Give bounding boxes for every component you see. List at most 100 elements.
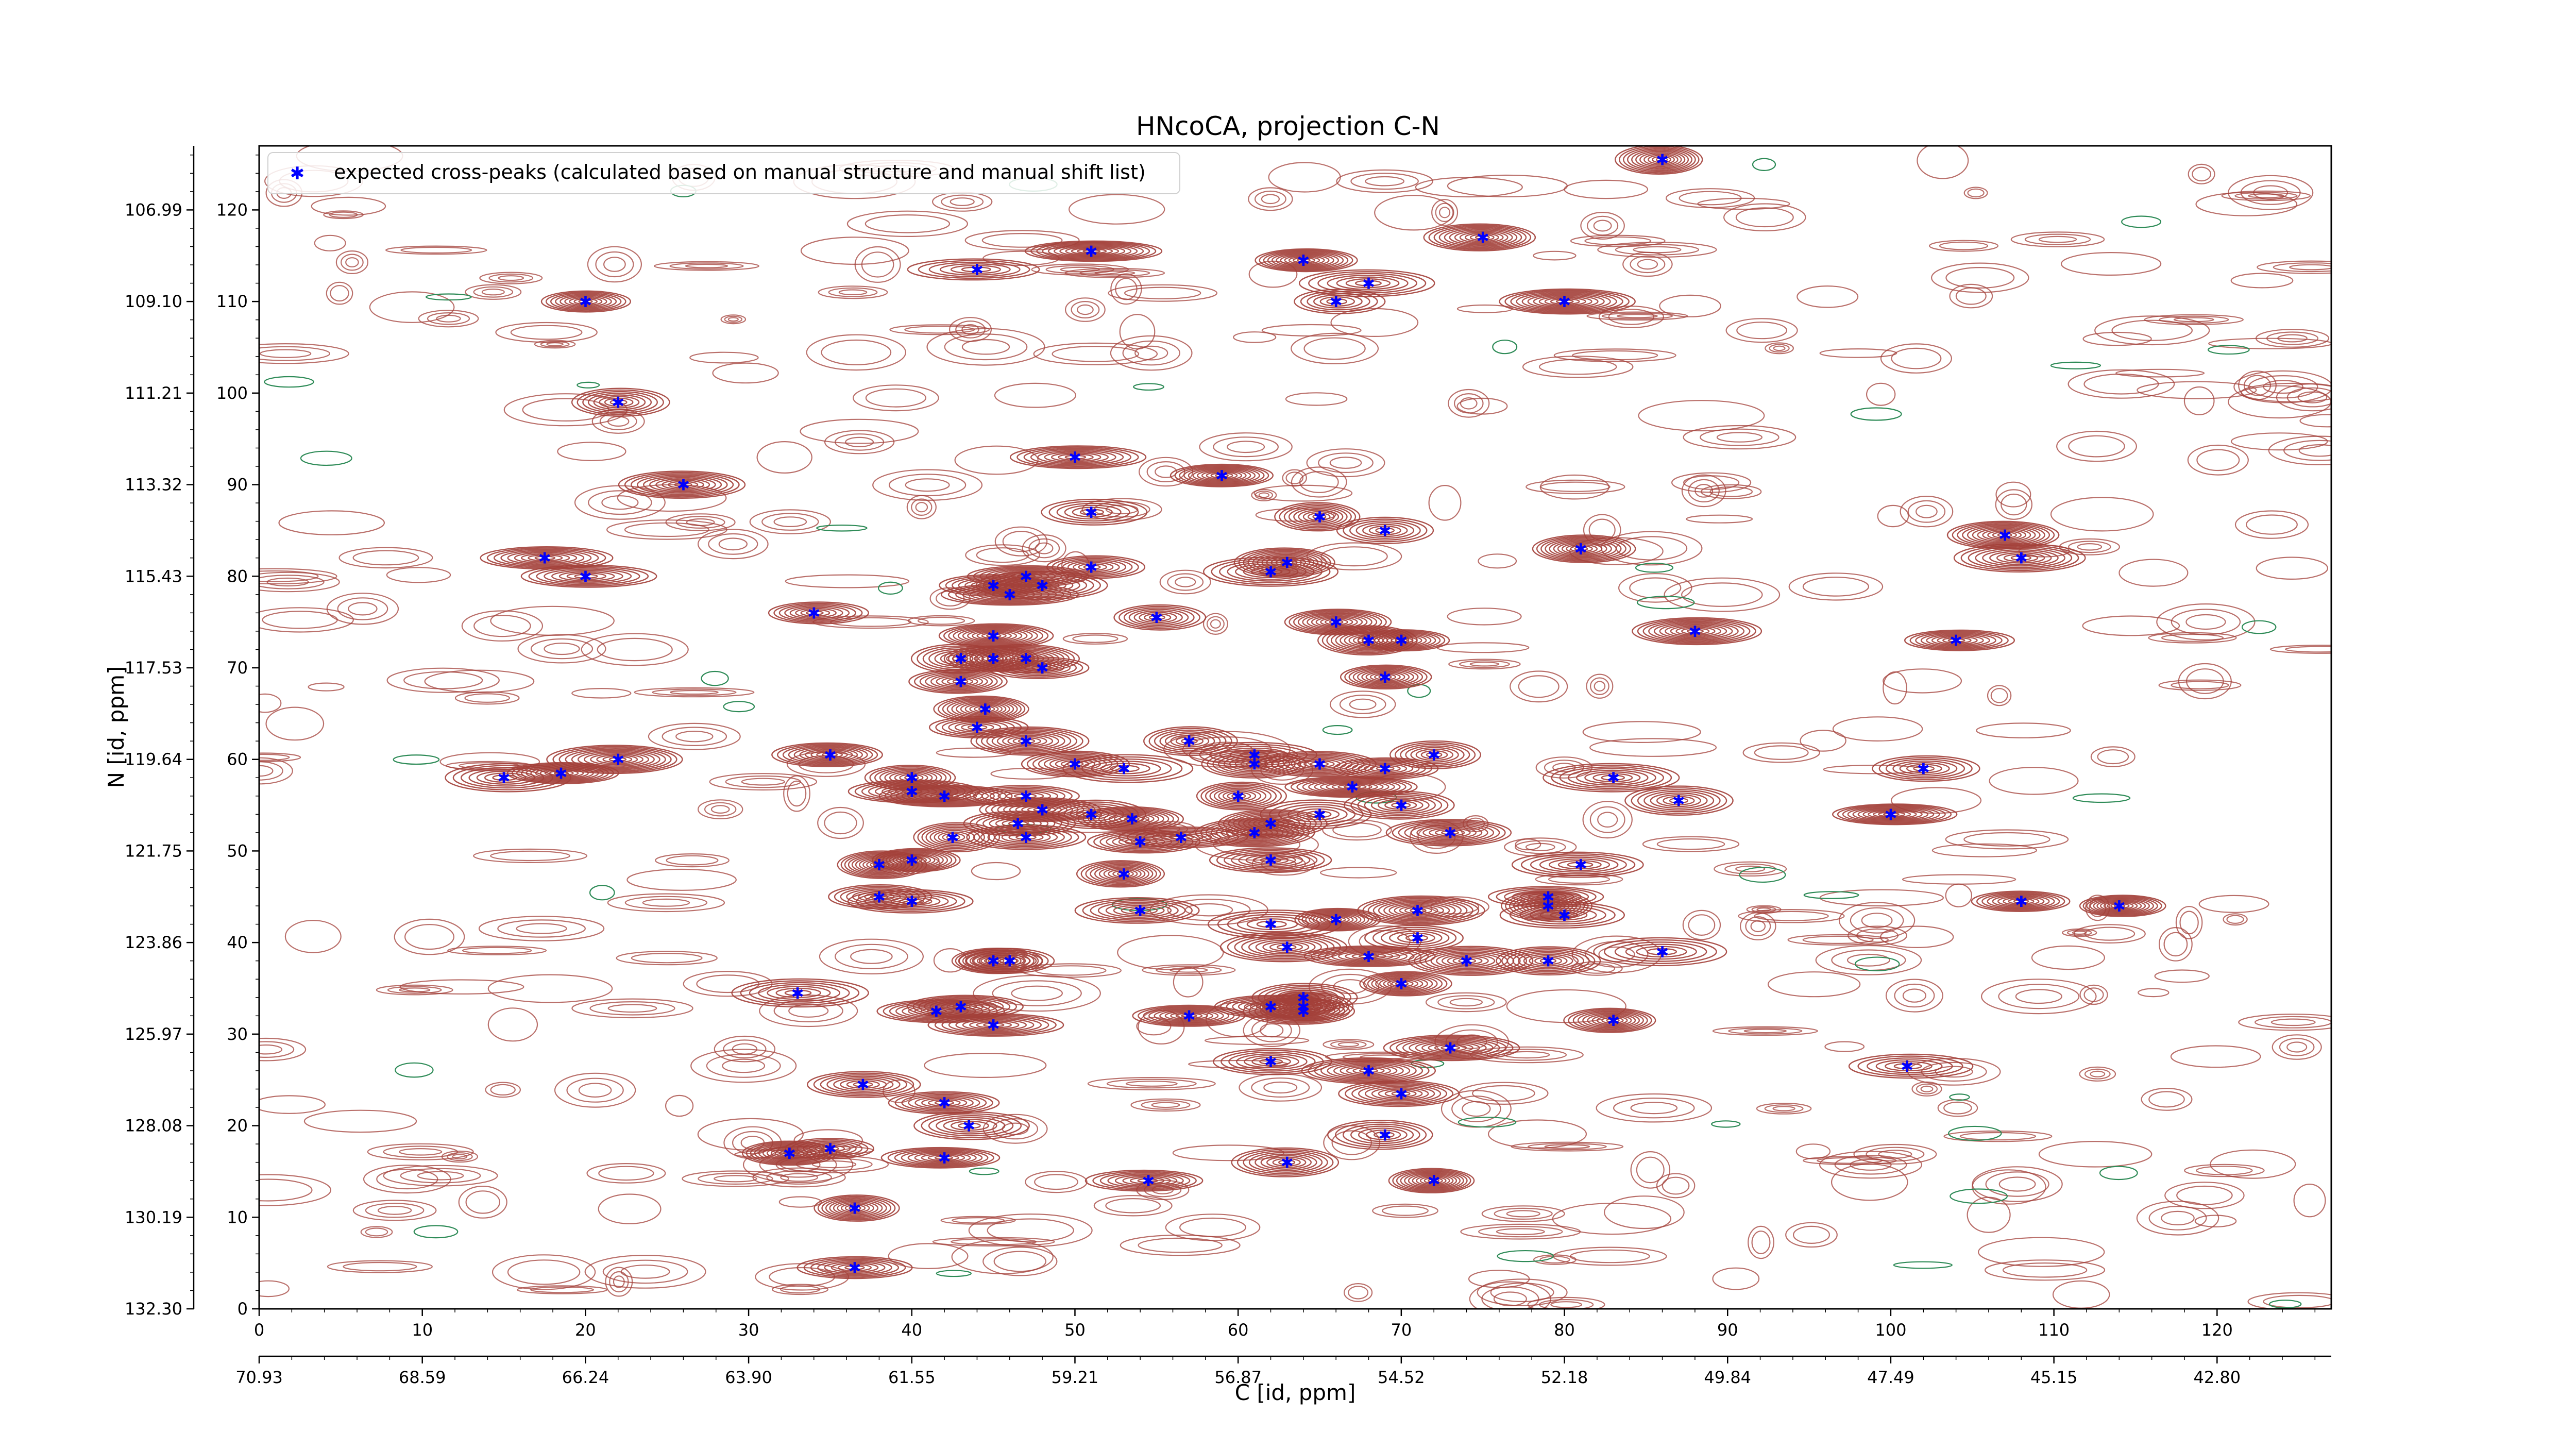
peak-contour — [2003, 897, 2040, 906]
peak-contour — [1117, 871, 1130, 877]
peak-marker: ✱ — [987, 628, 1000, 646]
noise-contour — [1671, 472, 1752, 493]
peak-contour — [1371, 974, 1438, 993]
peak-contour — [1370, 797, 1430, 813]
noise-contour — [571, 998, 693, 1019]
peak-contour — [1154, 729, 1227, 753]
noise-contour — [819, 938, 924, 975]
peak-marker: ✱ — [873, 888, 886, 906]
noise-contour — [1494, 1207, 1553, 1220]
negative-contour — [2099, 1166, 2138, 1181]
noise-contour — [595, 251, 634, 278]
peak-contour — [1529, 955, 1568, 967]
peak-contour — [889, 853, 940, 867]
peak-contour — [1626, 148, 1692, 171]
noise-contour — [385, 245, 487, 255]
x-ppm-tick-label: 49.84 — [1704, 1368, 1751, 1387]
noise-contour — [1087, 1077, 1216, 1091]
peak-contour — [1852, 807, 1935, 822]
noise-contour — [1797, 285, 1859, 308]
peak-contour — [986, 633, 1002, 638]
peak-contour — [1272, 1158, 1301, 1167]
noise-contour — [1372, 1203, 1438, 1218]
peak-contour — [1631, 149, 1689, 170]
peak-contour — [929, 828, 980, 847]
peak-contour — [872, 848, 961, 872]
legend: ✱ expected cross-peaks (calculated based… — [267, 152, 1180, 194]
noise-contour — [586, 1162, 666, 1184]
peak-contour — [1170, 463, 1274, 487]
noise-contour — [1539, 474, 1609, 500]
peak-contour — [1048, 500, 1139, 524]
peak-marker: ✱ — [1134, 902, 1147, 920]
x-ppm-tick-label: 52.18 — [1541, 1368, 1588, 1387]
peak-contour — [1126, 828, 1239, 847]
noise-contour — [2079, 1066, 2116, 1082]
peak-contour — [1123, 607, 1195, 628]
noise-contour — [605, 1267, 633, 1297]
peak-contour — [1391, 980, 1414, 987]
peak-contour — [2086, 896, 2158, 916]
noise-contour — [1907, 500, 1946, 523]
noise-contour — [1064, 297, 1106, 322]
noise-contour — [447, 946, 547, 955]
peak-contour — [1632, 617, 1762, 646]
noise-contour — [1945, 829, 2069, 850]
peak-marker: ✱ — [930, 1003, 943, 1021]
noise-contour — [780, 1173, 818, 1182]
noise-contour — [360, 1226, 393, 1238]
peak-contour — [825, 1198, 887, 1218]
peak-contour — [604, 397, 634, 407]
peak-contour — [1308, 779, 1395, 795]
peak-contour — [1026, 752, 1124, 776]
noise-contour — [1819, 1151, 1923, 1179]
peak-contour — [1378, 634, 1427, 647]
peak-contour — [558, 747, 672, 772]
peak-contour — [967, 629, 1023, 642]
peak-marker: ✱ — [1411, 902, 1424, 920]
peak-contour — [828, 884, 933, 909]
y-ppm-tick-label: 109.10 — [125, 292, 182, 311]
noise-contour — [1448, 659, 1521, 670]
noise-contour — [259, 575, 325, 589]
peak-contour — [1294, 1008, 1311, 1014]
noise-contour — [1629, 577, 1682, 599]
peak-contour — [890, 786, 1001, 806]
peak-contour — [817, 1260, 892, 1275]
peak-contour — [1422, 826, 1477, 839]
peak-contour — [894, 1149, 989, 1167]
peak-marker: ✱ — [1264, 1053, 1277, 1071]
peak-contour — [1415, 1040, 1487, 1055]
peak-contour — [921, 1098, 968, 1108]
negative-contour — [878, 581, 903, 595]
peak-contour — [1113, 904, 1165, 917]
noise-contour — [759, 995, 858, 1027]
y-ppm-tick-label: 123.86 — [125, 933, 182, 952]
peak-contour — [946, 1003, 977, 1010]
peak-contour — [1228, 1051, 1316, 1072]
y-ppm-tick-label: 117.53 — [125, 658, 182, 678]
x-ppm-tick-label: 56.87 — [1214, 1368, 1262, 1387]
peak-contour — [1544, 297, 1586, 306]
peak-contour — [1038, 754, 1113, 773]
peak-contour — [1110, 765, 1140, 772]
peak-contour — [1878, 757, 1973, 780]
peak-contour — [1561, 543, 1603, 555]
noise-contour — [330, 285, 349, 302]
noise-contour — [987, 1218, 1074, 1243]
peak-contour — [1350, 1125, 1414, 1144]
peak-marker: ✱ — [1330, 912, 1343, 930]
peak-contour — [1317, 273, 1418, 294]
peak-contour — [1118, 836, 1165, 847]
negative-contour — [1752, 158, 1776, 171]
noise-contour — [259, 1037, 307, 1062]
peak-marker: ✱ — [1428, 747, 1440, 765]
noise-contour — [1062, 633, 1128, 645]
y-ppm-tick-label: 111.21 — [125, 383, 182, 403]
negative-contour — [1711, 1120, 1741, 1128]
peak-contour — [1342, 1123, 1420, 1147]
peak-contour — [1331, 783, 1372, 791]
noise-contour — [1681, 474, 1726, 508]
noise-contour — [1587, 215, 1619, 236]
noise-contour — [846, 210, 969, 237]
